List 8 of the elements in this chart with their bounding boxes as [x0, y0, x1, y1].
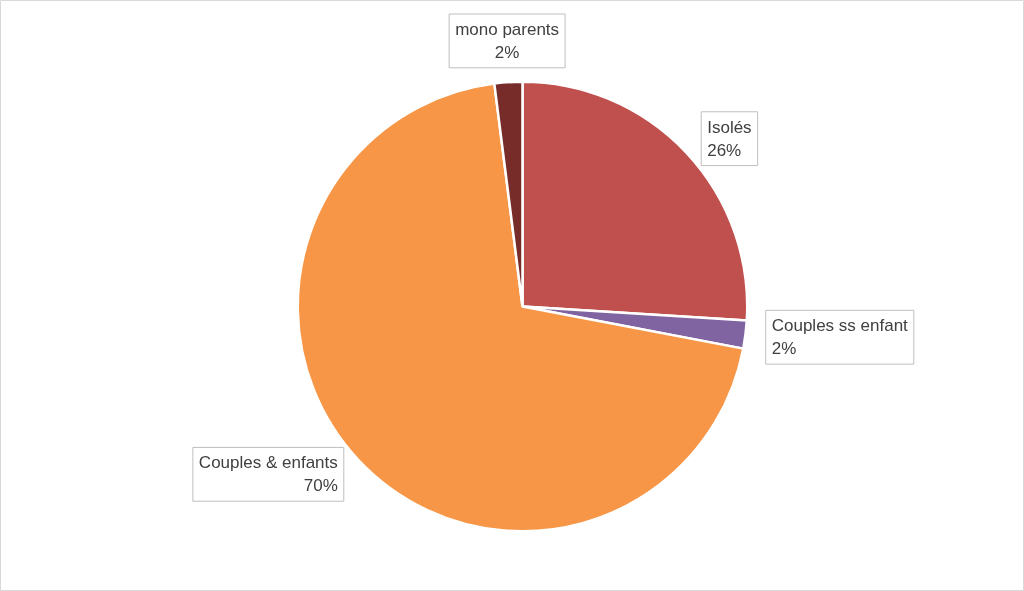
slice-label: mono parents [455, 20, 560, 40]
slice-label: Isolés [707, 117, 752, 137]
data-label: 2% [494, 42, 520, 62]
slice-label: Couples & enfants [198, 453, 338, 473]
data-label: 26% [707, 140, 742, 160]
slice-label: Couples ss enfant [771, 316, 909, 336]
data-label: 2% [771, 339, 797, 359]
data-label: 70% [303, 476, 338, 496]
